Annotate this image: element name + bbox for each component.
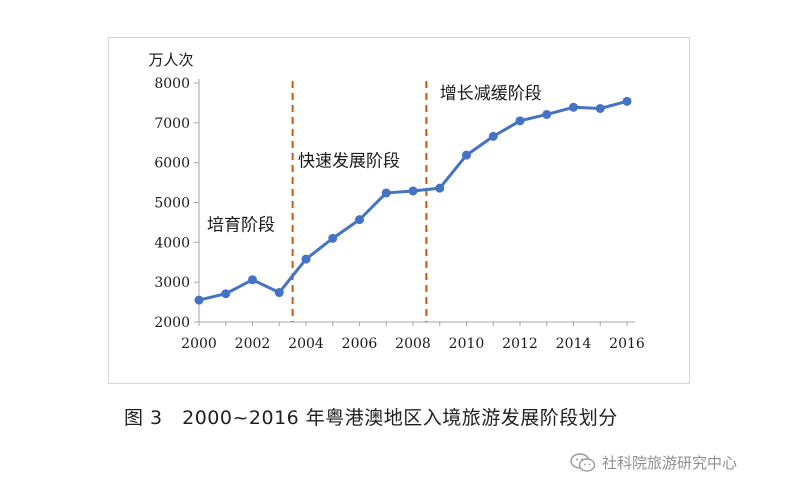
wechat-icon	[570, 452, 596, 472]
data-point	[569, 102, 578, 112]
watermark-text: 社科院旅游研究中心	[602, 454, 738, 472]
y-tick-label: 7000	[154, 116, 190, 132]
stage-label-2: 快速发展阶段	[298, 152, 400, 172]
y-tick-label: 8000	[154, 76, 190, 92]
data-point	[622, 96, 632, 106]
data-point	[328, 233, 338, 243]
x-tick-label: 2006	[342, 336, 378, 352]
x-tick-label: 2008	[395, 336, 431, 352]
stage-label-3: 增长减缓阶段	[440, 84, 542, 104]
data-point	[355, 215, 364, 225]
data-point	[488, 131, 498, 141]
data-point	[381, 188, 391, 198]
line-chart: 2000 3000 4000 5000 6000 7000 8000 2000 2002 2004…	[148, 51, 645, 352]
x-tick-label: 2016	[609, 336, 645, 352]
x-tick-label: 2012	[502, 336, 538, 352]
y-tick-label: 2000	[154, 315, 190, 331]
x-tick-label: 2004	[288, 336, 324, 352]
data-point	[248, 275, 257, 285]
data-point	[515, 116, 525, 126]
figure-caption: 图 3 2000~2016 年粤港澳地区入境旅游发展阶段划分	[124, 407, 618, 429]
chart-frame: 2000 3000 4000 5000 6000 7000 8000 2000 2002 2004…	[108, 37, 690, 384]
y-tick-label: 3000	[154, 275, 190, 291]
data-point	[274, 288, 284, 298]
x-tick-label: 2014	[556, 336, 592, 352]
y-axis-label: 万人次	[148, 51, 193, 69]
data-point	[462, 150, 471, 160]
x-tick-label: 2000	[181, 336, 217, 352]
data-point	[595, 103, 605, 113]
x-tick-label: 2010	[449, 336, 485, 352]
data-point	[542, 109, 552, 119]
data-point	[435, 183, 445, 193]
data-point	[301, 254, 311, 264]
data-point	[194, 295, 204, 305]
data-point	[221, 289, 231, 299]
series-line	[198, 99, 628, 302]
y-tick-label: 5000	[154, 196, 190, 212]
y-tick-label: 4000	[154, 235, 190, 251]
watermark: 社科院旅游研究中心	[570, 452, 737, 473]
y-tick-label: 6000	[154, 156, 190, 172]
x-tick-label: 2002	[235, 336, 271, 352]
data-point	[408, 186, 418, 196]
stage-label-1: 培育阶段	[207, 215, 275, 235]
